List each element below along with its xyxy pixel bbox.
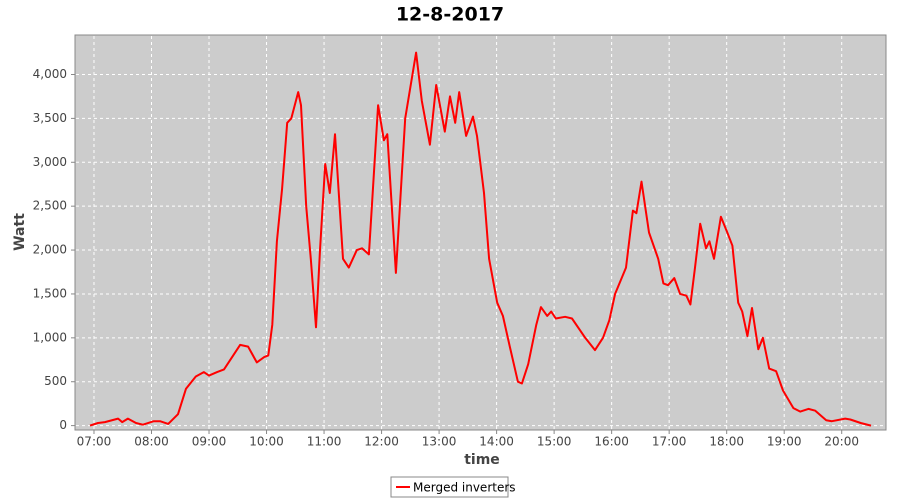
x-tick-label: 20:00	[824, 435, 859, 449]
x-tick-label: 17:00	[652, 435, 687, 449]
y-tick-label: 2,500	[33, 199, 67, 213]
y-tick-label: 1,500	[33, 286, 67, 300]
x-tick-label: 08:00	[134, 435, 169, 449]
legend-label: Merged inverters	[413, 481, 516, 495]
x-tick-label: 12:00	[364, 435, 399, 449]
x-tick-label: 13:00	[422, 435, 457, 449]
x-tick-label: 11:00	[307, 435, 342, 449]
x-tick-label: 07:00	[77, 435, 112, 449]
legend-box	[390, 476, 509, 498]
x-tick-label: 09:00	[192, 435, 227, 449]
y-tick-label: 3,500	[33, 111, 67, 125]
x-tick-label: 10:00	[249, 435, 284, 449]
x-tick-label: 19:00	[767, 435, 802, 449]
x-tick-label: 14:00	[479, 435, 514, 449]
data-line	[89, 51, 872, 427]
legend: Merged inverters	[390, 476, 516, 498]
x-tick-label: 16:00	[594, 435, 629, 449]
x-tick-label: 15:00	[537, 435, 572, 449]
plot-area	[74, 34, 887, 431]
y-tick-label: 0	[59, 418, 67, 432]
y-tick-label: 3,000	[33, 155, 67, 169]
y-axis-label: Watt	[12, 213, 28, 251]
x-axis-label: time	[464, 452, 500, 468]
chart-title: 12-8-2017	[396, 4, 504, 26]
x-tick-label: 18:00	[709, 435, 744, 449]
y-tick-label: 2,000	[33, 243, 67, 257]
y-tick-label: 500	[44, 374, 67, 388]
y-tick-label: 1,000	[33, 330, 67, 344]
y-tick-label: 4,000	[33, 67, 67, 81]
